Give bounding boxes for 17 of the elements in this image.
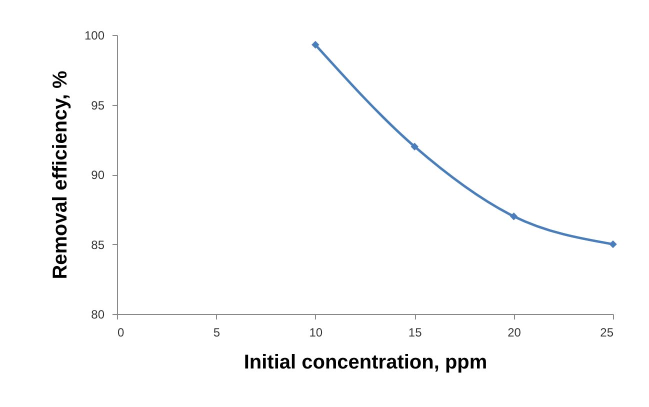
x-tick-label: 20 — [508, 326, 522, 340]
point — [312, 40, 320, 49]
y-axis-title: Removal efficiency, % — [49, 70, 72, 280]
x-tick-label: 15 — [408, 326, 422, 340]
y-tick-label: 90 — [91, 168, 105, 182]
y-tick-label: 85 — [91, 238, 105, 252]
x-tick-label: 0 — [118, 326, 124, 340]
y-tick-label: 80 — [91, 308, 105, 322]
x-tick-label: 5 — [213, 326, 220, 340]
y-tick-label: 100 — [84, 28, 105, 42]
point — [609, 240, 617, 248]
x-tick-label: 10 — [309, 326, 323, 340]
x-axis-title: Initial concentration, ppm — [244, 352, 488, 374]
point — [510, 212, 518, 220]
y-tick-label: 95 — [91, 98, 105, 112]
x-tick-label: 25 — [600, 326, 614, 340]
point — [410, 142, 418, 150]
